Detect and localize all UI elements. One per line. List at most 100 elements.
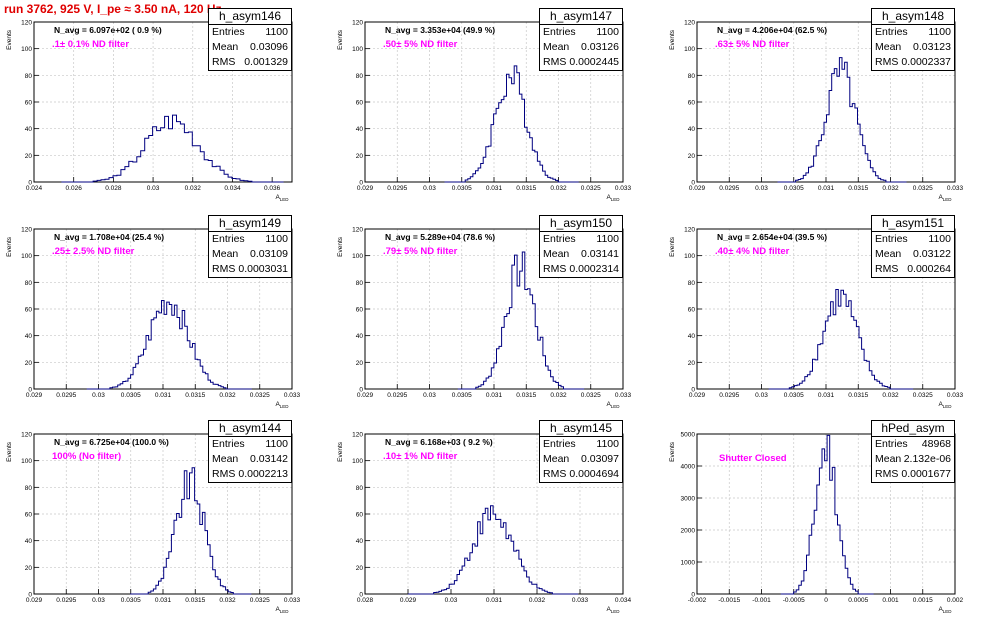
x-tick-label: 0.033 [615,185,632,192]
histogram-name: h_asym150 [540,216,622,232]
x-tick-label: 0.03 [92,597,105,604]
x-tick-label: 0.029 [357,392,374,399]
y-axis-label: Events [669,29,676,50]
y-tick-label: 20 [25,153,33,160]
stats-value-rms: 0.000264 [907,263,951,275]
y-tick-label: 40 [356,333,364,340]
histogram-panel-h_asym149: 0.029 0.0295 0.03 0.0305 0.031 0.0315 0.032 0.0… [6,227,301,410]
stats-value-mean: 0.03096 [250,41,288,53]
stats-value-mean: 2.132e-06 [903,453,951,465]
x-tick-label: 0.0305 [784,392,804,399]
stats-box: h_asym149 Entries 1100 Mean 0.03109 RMS 0.0003… [208,215,292,278]
x-tick-label: 0.0295 [56,597,76,604]
histogram-name: h_asym144 [209,421,291,437]
histogram-line [780,434,874,595]
stats-label-rms: RMS [543,56,567,68]
stats-label-mean: Mean [543,248,570,260]
stats-label-mean: Mean [212,248,239,260]
histogram-panel-h_asym151: 0.029 0.0295 0.03 0.0305 0.031 0.0315 0.032 0.0… [669,227,964,410]
x-tick-label: 0.03 [755,185,768,192]
histogram-panel-h_asym147: 0.029 0.0295 0.03 0.0305 0.031 0.0315 0.032 0.0… [337,20,632,203]
stats-label-mean: Mean [543,41,570,53]
stats-value-mean: 0.03142 [250,453,288,465]
navg-label: N_avg = 3.353e+04 (49.9 %) [385,25,496,35]
y-tick-label: 40 [356,538,364,545]
y-tick-label: 60 [688,100,696,107]
stats-label-mean: Mean [875,41,902,53]
stats-row-entries: Entries 1100 [209,25,291,40]
stats-label-rms: RMS [212,56,236,68]
x-tick-label: 0.0295 [719,392,739,399]
x-tick-label: 0.0305 [452,392,472,399]
y-tick-label: 0 [359,387,363,394]
x-tick-label: 0.0315 [516,392,536,399]
histogram-name: h_asym147 [540,9,622,25]
y-tick-label: 20 [688,360,696,367]
navg-label: N_avg = 1.708e+04 (25.4 %) [54,232,165,242]
y-tick-label: 0 [28,387,32,394]
stats-row-entries: Entries 1100 [209,437,291,452]
y-tick-label: 40 [25,538,33,545]
navg-label: N_avg = 5.289e+04 (78.6 %) [385,232,496,242]
y-tick-label: 100 [21,253,32,260]
stats-box: h_asym147 Entries 1100 Mean 0.03126 RMS 0.0002… [539,8,623,71]
y-tick-label: 40 [688,333,696,340]
y-tick-label: 0 [691,592,695,599]
y-tick-label: 100 [352,458,363,465]
y-tick-label: 2000 [681,528,696,535]
navg-label: N_avg = 4.206e+04 (62.5 %) [717,25,828,35]
stats-value-mean: 0.03097 [581,453,619,465]
histogram-name: h_asym148 [872,9,954,25]
stats-box: h_asym151 Entries 1100 Mean 0.03122 RMS 0.0002… [871,215,955,278]
y-tick-label: 20 [25,565,33,572]
x-tick-label: 0.032 [219,597,236,604]
x-tick-label: 0.031 [818,392,835,399]
stats-label-entries: Entries [543,233,576,245]
y-tick-label: 40 [25,333,33,340]
histogram-panel-h_asym144: 0.029 0.0295 0.03 0.0305 0.031 0.0315 0.032 0.0… [6,432,301,615]
stats-value-entries: 1100 [928,26,951,38]
x-axis-label: ALED [275,194,289,202]
x-tick-label: -0.0005 [783,597,805,604]
y-tick-label: 120 [352,432,363,439]
x-tick-label: 0.0325 [913,185,933,192]
y-tick-label: 100 [21,46,32,53]
stats-box: h_asym148 Entries 1100 Mean 0.03123 RMS 0.0002… [871,8,955,71]
y-axis-label: Events [669,441,676,462]
y-tick-label: 0 [359,180,363,187]
histogram-name: h_asym151 [872,216,954,232]
y-axis-label: Events [6,236,13,257]
stats-label-entries: Entries [543,438,576,450]
histogram-line [86,300,252,390]
y-tick-label: 60 [356,512,364,519]
stats-row-entries: Entries 48968 [872,437,954,452]
stats-box: h_asym150 Entries 1100 Mean 0.03141 RMS 0.0002… [539,215,623,278]
x-axis-label: ALED [275,606,289,614]
stats-label-entries: Entries [875,233,908,245]
y-tick-label: 1000 [681,560,696,567]
stats-row-mean: Mean 0.03141 [540,247,622,262]
stats-label-rms: RMS [875,263,899,275]
y-tick-label: 80 [25,280,33,287]
y-tick-label: 60 [356,307,364,314]
filter-label: .63± 5% ND filter [715,39,790,50]
stats-value-entries: 1100 [596,26,619,38]
y-tick-label: 0 [691,180,695,187]
y-axis-label: Events [337,29,344,50]
y-tick-label: 60 [356,100,364,107]
y-tick-label: 40 [25,126,33,133]
navg-label: N_avg = 2.654e+04 (39.5 %) [717,232,828,242]
x-tick-label: 0.0315 [848,392,868,399]
stats-row-rms: RMS 0.001329 [209,55,291,70]
y-tick-label: 120 [21,20,32,27]
stats-row-rms: RMS 0.0001677 [872,467,954,482]
x-tick-label: 0.033 [615,392,632,399]
stats-row-rms: RMS 0.0002213 [209,467,291,482]
stats-value-entries: 1100 [596,233,619,245]
stats-value-mean: 0.03109 [250,248,288,260]
stats-row-entries: Entries 1100 [209,232,291,247]
histogram-panel-hPed_asym: -0.002 -0.0015 -0.001 -0.0005 0 0.0005 0.001 0.… [669,432,964,615]
stats-value-mean: 0.03126 [581,41,619,53]
x-axis-label: ALED [606,606,620,614]
